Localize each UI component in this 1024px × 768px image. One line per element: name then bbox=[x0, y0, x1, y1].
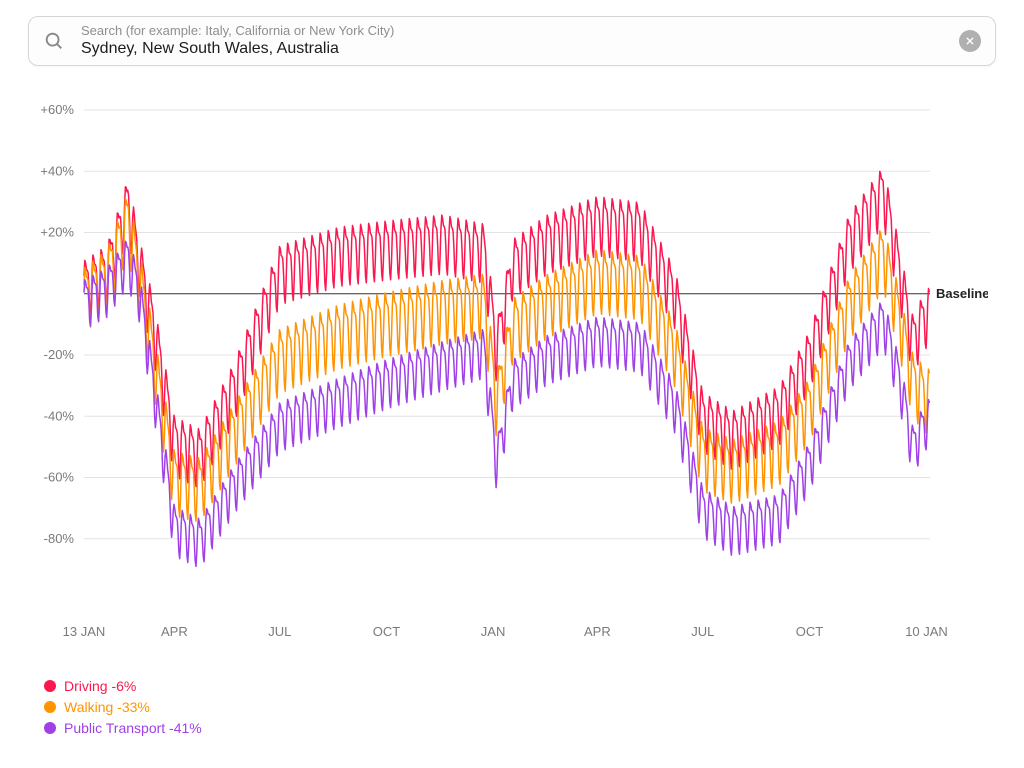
x-tick-label: OCT bbox=[796, 624, 824, 639]
legend-label: Driving -6% bbox=[64, 678, 136, 694]
search-text: Search (for example: Italy, California o… bbox=[81, 23, 959, 59]
legend-item: Driving -6% bbox=[44, 678, 996, 694]
search-box[interactable]: Search (for example: Italy, California o… bbox=[28, 16, 996, 66]
legend-swatch bbox=[44, 680, 56, 692]
legend-item: Public Transport -41% bbox=[44, 720, 996, 736]
x-tick-label: 10 JAN bbox=[905, 624, 948, 639]
search-value: Sydney, New South Wales, Australia bbox=[81, 39, 959, 59]
y-tick-label: +20% bbox=[40, 225, 74, 240]
legend-label: Walking -33% bbox=[64, 699, 150, 715]
y-tick-label: +60% bbox=[40, 102, 74, 117]
series-line bbox=[84, 241, 929, 566]
legend-swatch bbox=[44, 701, 56, 713]
legend: Driving -6% Walking -33% Public Transport … bbox=[28, 678, 996, 736]
x-tick-label: APR bbox=[584, 624, 611, 639]
x-tick-label: 13 JAN bbox=[63, 624, 106, 639]
y-tick-label: -20% bbox=[44, 347, 75, 362]
x-tick-label: JAN bbox=[481, 624, 506, 639]
legend-item: Walking -33% bbox=[44, 699, 996, 715]
clear-search-button[interactable] bbox=[959, 30, 981, 52]
search-icon bbox=[43, 30, 65, 52]
x-tick-label: JUL bbox=[268, 624, 291, 639]
legend-swatch bbox=[44, 722, 56, 734]
y-tick-label: -80% bbox=[44, 531, 75, 546]
legend-label: Public Transport -41% bbox=[64, 720, 202, 736]
x-tick-label: JUL bbox=[691, 624, 714, 639]
search-placeholder: Search (for example: Italy, California o… bbox=[81, 23, 959, 39]
y-tick-label: -60% bbox=[44, 470, 75, 485]
y-tick-label: +40% bbox=[40, 164, 74, 179]
baseline-label: Baseline bbox=[936, 286, 988, 301]
x-tick-label: APR bbox=[161, 624, 188, 639]
y-tick-label: -40% bbox=[44, 409, 75, 424]
x-tick-label: OCT bbox=[373, 624, 401, 639]
mobility-chart: +60% +40% +20% -20% -40% -60% -80% Baseline 13 J… bbox=[28, 100, 996, 660]
